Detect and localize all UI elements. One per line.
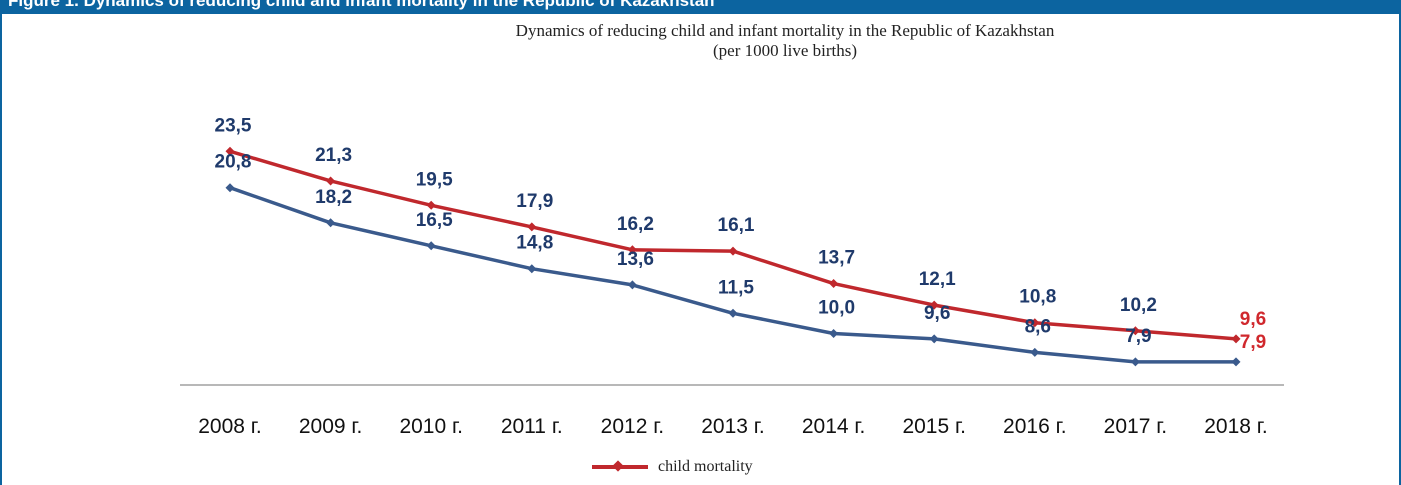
x-tick-label: 2014 г.: [802, 415, 865, 438]
data-label: 14,8: [516, 233, 553, 254]
series-line-infant-mortality: [229, 186, 1236, 364]
data-point-marker: [426, 241, 436, 251]
data-label: 12,1: [919, 269, 956, 290]
chart-subtitle: (per 1000 live births): [713, 41, 857, 60]
x-tick-label: 2010 г.: [399, 415, 462, 438]
data-point-marker: [1030, 318, 1040, 328]
data-point-marker: [326, 176, 336, 186]
data-label: 13,6: [617, 249, 654, 270]
x-tick-label: 2012 г.: [601, 415, 664, 438]
data-point-marker: [1130, 357, 1140, 367]
data-point-marker: [1130, 326, 1140, 336]
data-point-marker: [527, 222, 537, 232]
data-point-marker: [728, 308, 738, 318]
data-point-marker: [627, 245, 637, 255]
data-point-marker: [627, 280, 637, 290]
data-point-marker: [829, 279, 839, 289]
figure-caption-bar: Figure 1. Dynamics of reducing child and…: [0, 0, 1401, 14]
data-label: 10,8: [1019, 287, 1056, 308]
x-tick-label: 2016 г.: [1003, 415, 1066, 438]
data-point-marker: [225, 146, 235, 156]
data-label: 9,6: [924, 303, 950, 324]
data-label: 11,5: [718, 277, 754, 298]
legend-swatch-child-mortality: [592, 465, 648, 469]
data-label: 19,5: [416, 169, 453, 190]
x-tick-label: 2011 г.: [501, 415, 563, 438]
data-label: 17,9: [516, 191, 553, 212]
data-label: 16,2: [617, 214, 654, 235]
data-label: 20,8: [215, 152, 252, 173]
data-point-marker: [1231, 357, 1241, 367]
x-tick-label: 2018 г.: [1204, 415, 1267, 438]
figure-caption: Figure 1. Dynamics of reducing child and…: [8, 0, 715, 10]
x-tick-label: 2009 г.: [299, 415, 362, 438]
data-label: 13,7: [818, 248, 855, 269]
data-label: 9,6: [1240, 309, 1266, 330]
data-point-marker: [326, 218, 336, 228]
data-label: 10,2: [1120, 295, 1157, 316]
x-tick-label: 2013 г.: [701, 415, 764, 438]
data-label: 8,6: [1025, 316, 1051, 337]
data-point-marker: [1030, 347, 1040, 357]
data-point-marker: [1231, 334, 1241, 344]
data-label: 7,9: [1125, 326, 1151, 347]
data-label: 7,9: [1240, 332, 1266, 353]
data-point-marker: [426, 200, 436, 210]
data-point-marker: [929, 300, 939, 310]
legend: child mortality: [592, 456, 753, 478]
data-point-marker: [728, 246, 738, 256]
data-point-marker: [225, 183, 235, 193]
data-label: 21,3: [315, 145, 352, 166]
data-label: 16,5: [416, 210, 453, 231]
data-label: 10,0: [818, 298, 855, 319]
data-point-marker: [829, 329, 839, 338]
x-tick-label: 2008 г.: [198, 415, 261, 438]
data-label: 18,2: [315, 187, 352, 208]
x-tick-label: 2015 г.: [902, 415, 965, 438]
chart-title: Dynamics of reducing child and infant mo…: [515, 21, 1055, 40]
data-point-marker: [527, 264, 537, 274]
chart-title-block: Dynamics of reducing child and infant mo…: [410, 21, 1160, 61]
data-label: 16,1: [718, 215, 755, 236]
x-tick-label: 2017 г.: [1104, 415, 1167, 438]
data-label: 23,5: [215, 115, 252, 136]
legend-label-child-mortality: child mortality: [658, 458, 753, 475]
data-point-marker: [929, 334, 939, 344]
